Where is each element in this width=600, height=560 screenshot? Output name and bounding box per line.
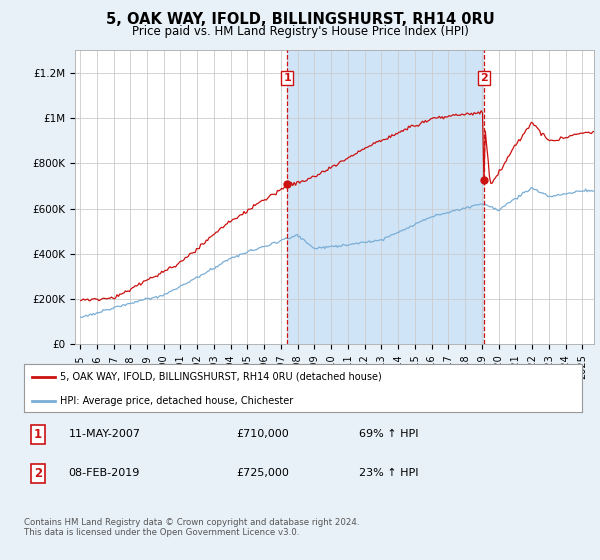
Text: 69% ↑ HPI: 69% ↑ HPI (359, 430, 418, 439)
Text: £725,000: £725,000 (236, 468, 289, 478)
Text: 5, OAK WAY, IFOLD, BILLINGSHURST, RH14 0RU: 5, OAK WAY, IFOLD, BILLINGSHURST, RH14 0… (106, 12, 494, 27)
Text: 1: 1 (283, 73, 291, 83)
Bar (287, 50, 484, 344)
Text: 08-FEB-2019: 08-FEB-2019 (68, 468, 140, 478)
Text: 1: 1 (34, 428, 42, 441)
Text: HPI: Average price, detached house, Chichester: HPI: Average price, detached house, Chic… (60, 396, 293, 405)
Text: Contains HM Land Registry data © Crown copyright and database right 2024.
This d: Contains HM Land Registry data © Crown c… (24, 518, 359, 538)
Text: 11-MAY-2007: 11-MAY-2007 (68, 430, 140, 439)
Text: 2: 2 (34, 466, 42, 480)
Text: £710,000: £710,000 (236, 430, 289, 439)
Text: 5, OAK WAY, IFOLD, BILLINGSHURST, RH14 0RU (detached house): 5, OAK WAY, IFOLD, BILLINGSHURST, RH14 0… (60, 372, 382, 382)
Text: Price paid vs. HM Land Registry's House Price Index (HPI): Price paid vs. HM Land Registry's House … (131, 25, 469, 38)
Text: 2: 2 (480, 73, 488, 83)
Text: 23% ↑ HPI: 23% ↑ HPI (359, 468, 418, 478)
